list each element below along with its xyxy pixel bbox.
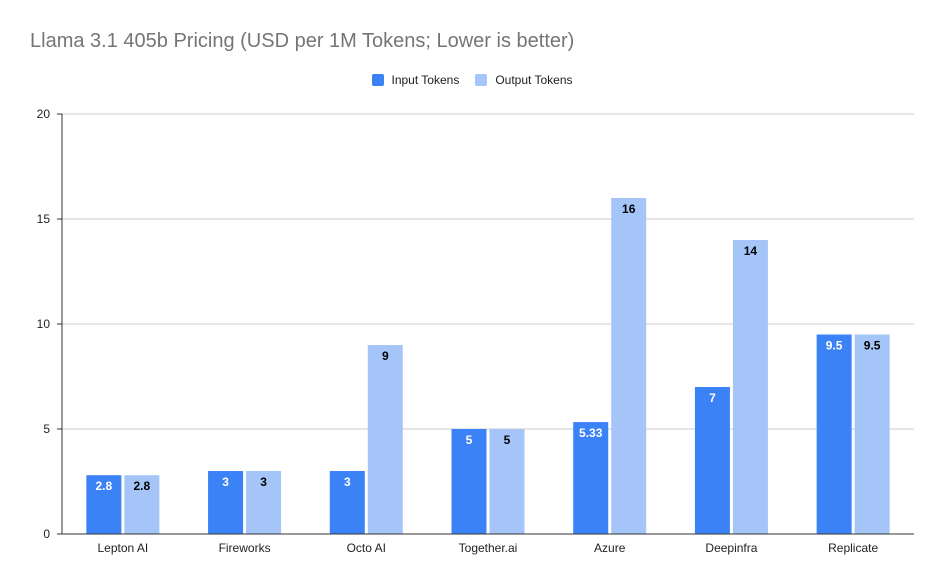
bar-output: [124, 475, 160, 534]
x-tick-label: Lepton AI: [97, 541, 148, 555]
data-label: 9: [382, 349, 389, 363]
legend-label: Output Tokens: [495, 73, 573, 87]
data-label: 5: [466, 433, 473, 447]
data-label: 9.5: [826, 339, 843, 353]
x-tick-label: Fireworks: [219, 541, 271, 555]
data-label: 5: [504, 433, 511, 447]
data-label: 9.5: [864, 339, 881, 353]
data-label: 7: [709, 391, 716, 405]
legend-swatch: [475, 74, 488, 86]
y-tick-label: 15: [37, 212, 51, 226]
data-label: 2.8: [134, 479, 151, 493]
bar-input: [451, 429, 487, 534]
y-tick-label: 20: [37, 107, 51, 121]
bar-input: [573, 422, 609, 534]
legend-swatch: [371, 74, 384, 86]
x-tick-label: Octo AI: [347, 541, 386, 555]
x-tick-label: Together.ai: [459, 541, 518, 555]
data-label: 5.33: [579, 426, 603, 440]
bar-output: [489, 429, 525, 534]
legend: Input Tokens Output Tokens: [0, 73, 944, 87]
y-tick-label: 5: [43, 422, 50, 436]
y-tick-label: 10: [37, 317, 51, 331]
bar-output: [854, 334, 890, 534]
x-tick-label: Replicate: [828, 541, 878, 555]
bar-output: [367, 345, 403, 534]
bar-output: [732, 240, 768, 534]
bar-output: [246, 471, 282, 534]
bar-input: [816, 334, 852, 534]
y-tick-label: 0: [43, 527, 50, 541]
bar-output: [611, 198, 647, 534]
chart-title: Llama 3.1 405b Pricing (USD per 1M Token…: [30, 30, 575, 52]
bar-input: [208, 471, 244, 534]
data-label: 14: [744, 244, 758, 258]
x-tick-label: Azure: [594, 541, 626, 555]
legend-label: Input Tokens: [391, 73, 460, 87]
legend-item-1: Output Tokens: [475, 73, 573, 87]
bar-input: [694, 387, 730, 534]
bar-input: [86, 475, 122, 534]
x-tick-label: Deepinfra: [705, 541, 757, 555]
data-label: 16: [622, 202, 636, 216]
legend-item-0: Input Tokens: [371, 73, 460, 87]
data-label: 3: [344, 475, 351, 489]
data-label: 2.8: [96, 479, 113, 493]
data-label: 3: [260, 475, 267, 489]
data-label: 3: [222, 475, 229, 489]
bar-input: [329, 471, 365, 534]
